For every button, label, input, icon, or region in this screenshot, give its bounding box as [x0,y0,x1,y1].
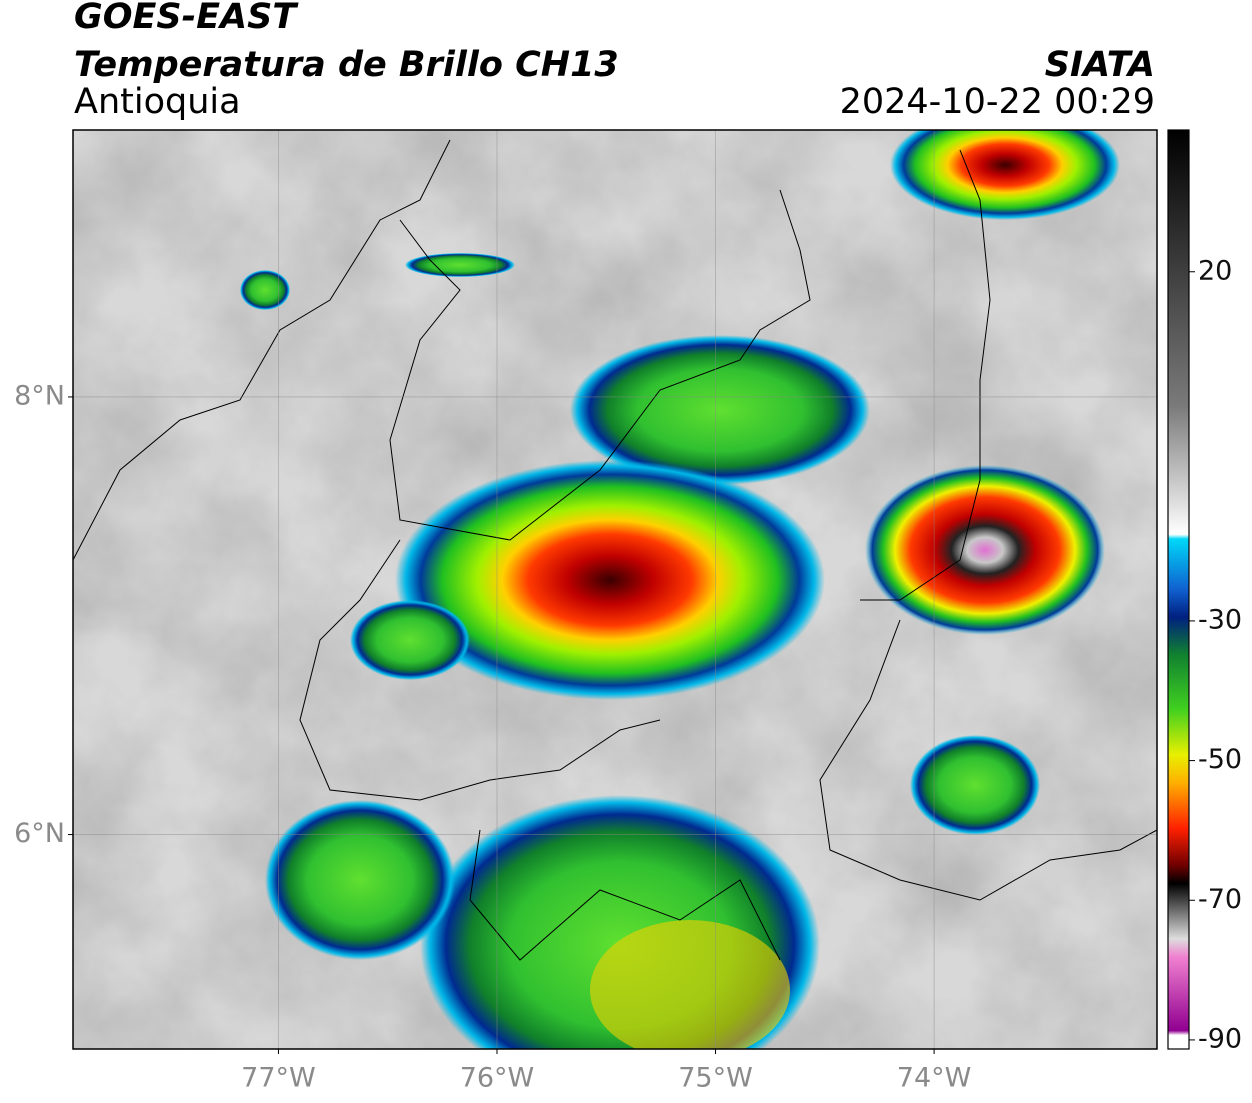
colorbar-tick-label: -90 [1198,1023,1242,1054]
x-tick-label: 77°W [241,1063,316,1094]
datetime: 2024-10-22 00:29 [840,82,1155,122]
colorbar-tick-label: 20 [1198,255,1232,286]
graticule [73,130,1157,1049]
colorbar-tick-label: -70 [1198,884,1242,915]
map-frame [72,129,1158,1050]
region: Antioquia [74,82,241,122]
colorbar-tick-label: -30 [1198,604,1242,635]
y-tick-label: 6°N [14,818,65,849]
colorbar-tick-label: -50 [1198,744,1242,775]
x-tick-label: 75°W [678,1063,753,1094]
source: SIATA [1045,45,1155,85]
x-tick-label: 74°W [897,1063,972,1094]
subtitle: Temperatura de Brillo CH13 [74,45,619,85]
satellite-image [73,130,1157,1049]
x-tick-label: 76°W [460,1063,535,1094]
y-tick-label: 8°N [14,380,65,411]
colorbar [1167,129,1190,1050]
title: GOES-EAST [74,0,299,37]
